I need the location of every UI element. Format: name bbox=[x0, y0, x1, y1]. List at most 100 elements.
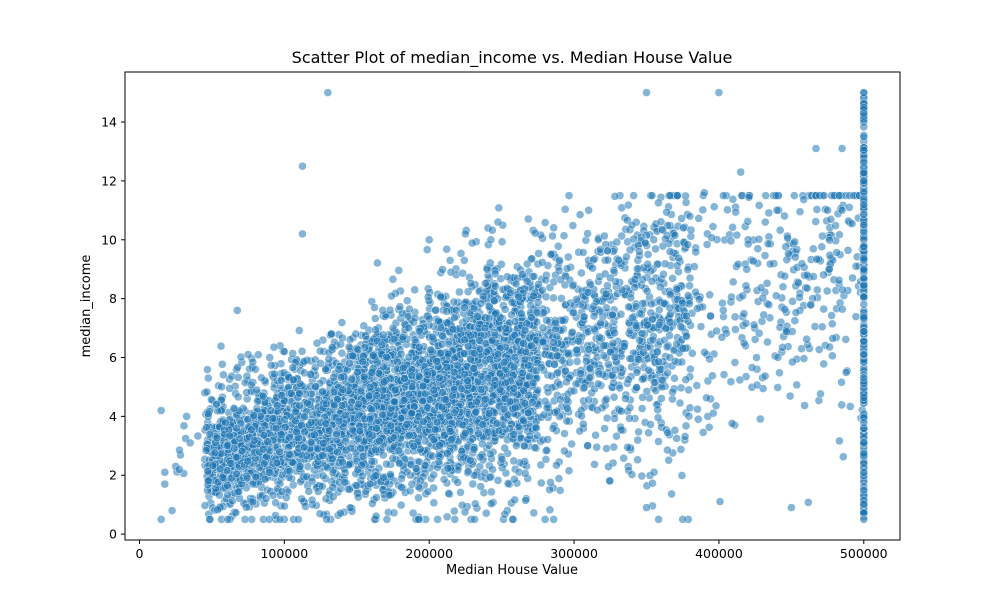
data-point bbox=[819, 270, 828, 280]
data-point bbox=[764, 208, 774, 218]
data-point bbox=[551, 318, 560, 328]
data-point bbox=[200, 501, 210, 510]
data-point bbox=[610, 328, 619, 338]
data-point bbox=[426, 345, 436, 355]
data-point bbox=[365, 383, 375, 392]
data-point bbox=[765, 259, 775, 269]
data-point bbox=[439, 475, 449, 484]
data-point bbox=[390, 397, 399, 407]
data-point bbox=[624, 375, 633, 384]
data-point bbox=[749, 320, 759, 330]
data-point bbox=[612, 431, 621, 441]
data-point bbox=[204, 409, 213, 419]
data-point bbox=[457, 446, 467, 456]
data-point bbox=[750, 335, 760, 344]
data-point bbox=[378, 330, 388, 340]
data-point bbox=[654, 515, 663, 524]
data-point bbox=[204, 476, 213, 486]
data-point bbox=[583, 288, 593, 297]
data-point bbox=[433, 515, 442, 524]
data-point bbox=[683, 265, 693, 274]
data-point bbox=[378, 306, 387, 315]
data-point bbox=[678, 298, 687, 308]
data-point bbox=[693, 404, 702, 414]
data-point bbox=[420, 461, 430, 470]
data-point bbox=[456, 249, 466, 258]
data-point bbox=[479, 291, 488, 301]
data-point bbox=[596, 318, 605, 328]
data-point bbox=[564, 191, 574, 200]
data-point bbox=[533, 298, 543, 307]
data-point bbox=[642, 387, 652, 396]
data-point bbox=[529, 272, 539, 281]
data-point bbox=[405, 304, 414, 314]
data-point bbox=[497, 237, 507, 247]
data-point bbox=[686, 364, 695, 374]
data-point bbox=[506, 288, 515, 298]
data-point bbox=[754, 201, 764, 210]
data-point bbox=[709, 408, 718, 418]
data-point bbox=[285, 466, 295, 476]
data-point bbox=[179, 421, 189, 431]
data-point bbox=[554, 266, 564, 275]
data-point bbox=[476, 385, 486, 394]
data-point bbox=[295, 401, 304, 410]
data-point bbox=[630, 283, 640, 292]
data-point bbox=[517, 309, 526, 318]
data-point bbox=[817, 322, 827, 332]
data-point bbox=[837, 400, 846, 410]
data-point bbox=[300, 427, 309, 437]
data-point bbox=[799, 195, 808, 204]
data-point bbox=[371, 445, 380, 455]
data-point bbox=[450, 385, 459, 394]
data-point bbox=[681, 375, 691, 384]
data-point bbox=[275, 447, 284, 457]
data-point bbox=[705, 290, 714, 300]
data-point bbox=[664, 455, 673, 465]
data-point bbox=[295, 379, 305, 389]
data-point bbox=[647, 299, 656, 309]
data-point bbox=[668, 274, 677, 283]
data-point bbox=[834, 275, 844, 285]
data-point bbox=[371, 511, 381, 521]
data-point bbox=[615, 383, 624, 393]
data-point bbox=[452, 306, 461, 315]
data-point bbox=[828, 334, 837, 343]
data-point bbox=[351, 329, 361, 339]
data-point bbox=[758, 293, 768, 303]
data-point bbox=[663, 445, 672, 455]
data-point bbox=[711, 401, 721, 411]
data-point bbox=[583, 441, 592, 450]
data-point bbox=[248, 357, 258, 367]
data-point bbox=[243, 456, 252, 466]
data-point bbox=[577, 268, 586, 278]
data-point bbox=[771, 191, 781, 200]
data-point bbox=[542, 403, 552, 413]
data-point bbox=[389, 433, 399, 442]
data-point bbox=[519, 416, 528, 426]
data-point bbox=[340, 468, 350, 478]
data-point bbox=[760, 371, 770, 381]
data-point bbox=[753, 244, 763, 253]
data-point bbox=[397, 474, 406, 483]
data-point bbox=[795, 293, 804, 302]
data-point bbox=[493, 476, 503, 485]
data-point bbox=[580, 383, 589, 392]
data-point bbox=[702, 393, 711, 403]
data-point bbox=[825, 235, 834, 245]
data-point bbox=[680, 432, 690, 441]
data-point bbox=[614, 255, 624, 265]
data-point bbox=[683, 240, 692, 249]
data-point bbox=[415, 326, 424, 336]
data-point bbox=[545, 505, 555, 515]
data-point bbox=[723, 205, 732, 215]
data-point bbox=[739, 338, 749, 348]
data-point bbox=[582, 356, 591, 366]
data-point bbox=[359, 321, 369, 331]
data-point bbox=[600, 231, 609, 241]
data-point bbox=[354, 492, 363, 502]
data-point bbox=[670, 426, 680, 435]
data-point bbox=[429, 470, 438, 480]
data-point bbox=[560, 446, 569, 456]
data-point bbox=[601, 289, 611, 299]
